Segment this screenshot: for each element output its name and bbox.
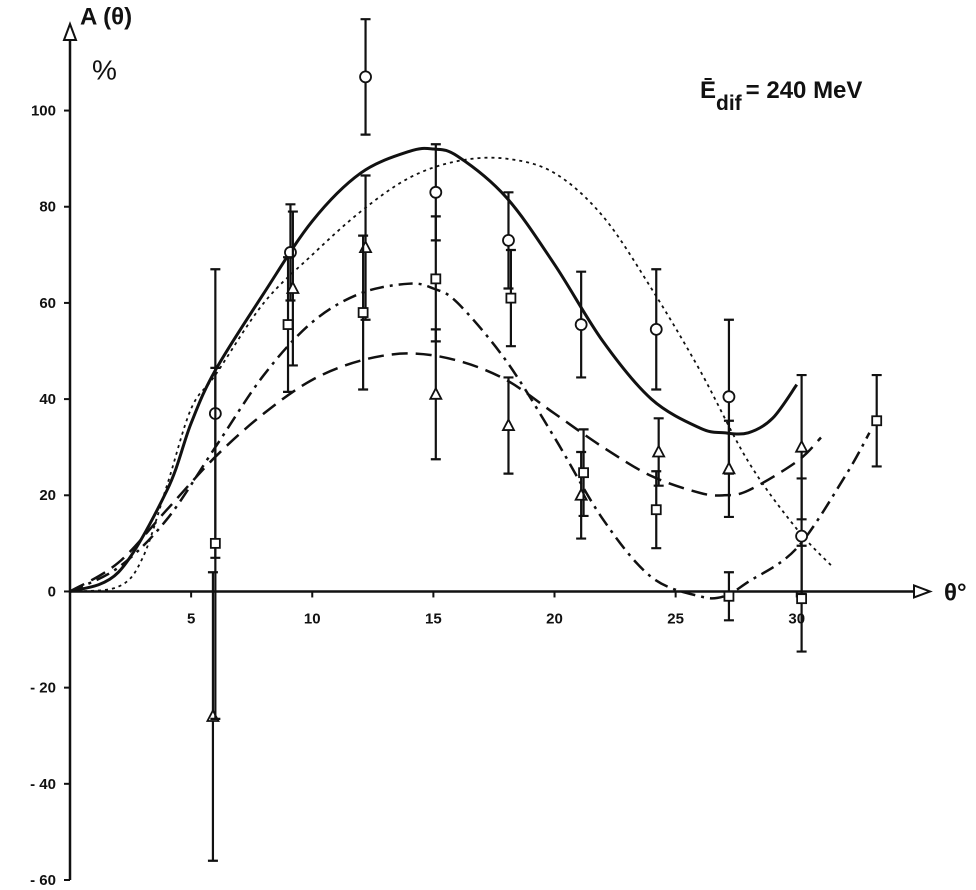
point-square xyxy=(282,319,294,330)
point-square xyxy=(650,504,662,516)
point-circle xyxy=(429,185,443,199)
point-triangle xyxy=(794,439,809,453)
x-tick-label: 10 xyxy=(304,610,321,627)
y-tick-label: 40 xyxy=(39,391,56,408)
point-square xyxy=(357,307,369,318)
y-tick-label: - 60 xyxy=(30,872,56,889)
y-tick-label: 60 xyxy=(39,295,56,312)
annotation-rest: = 240 MeV xyxy=(746,77,863,104)
point-square xyxy=(505,292,517,304)
point-triangle xyxy=(721,460,736,475)
point-square xyxy=(209,537,221,549)
point-square xyxy=(578,467,589,479)
point-triangle xyxy=(651,444,666,458)
point-triangle xyxy=(428,386,443,400)
y-axis-unit: % xyxy=(92,54,117,85)
point-square xyxy=(871,415,883,427)
curve-dashed xyxy=(69,352,822,593)
point-circle xyxy=(795,529,809,543)
point-circle xyxy=(359,70,372,84)
point-square xyxy=(796,593,808,605)
x-axis-label: θ° xyxy=(944,579,967,606)
point-triangle xyxy=(501,417,516,431)
curve-dotted xyxy=(69,156,834,593)
y-tick-label: 0 xyxy=(48,583,56,600)
point-circle xyxy=(502,234,515,247)
annotation-main: Ē xyxy=(700,77,716,104)
x-axis-arrow xyxy=(913,584,933,599)
y-tick-label: 100 xyxy=(31,103,56,120)
y-axis-arrow xyxy=(62,21,78,41)
point-circle xyxy=(722,390,736,404)
y-tick-label: - 20 xyxy=(30,680,56,697)
curve-dash-dot xyxy=(69,282,871,600)
point-triangle xyxy=(358,239,373,254)
point-circle xyxy=(649,322,663,336)
y-tick-label: - 40 xyxy=(30,776,56,793)
curve-solid xyxy=(69,146,798,593)
point-square xyxy=(430,273,442,285)
y-tick-label: 80 xyxy=(39,199,56,216)
point-square xyxy=(723,590,735,602)
x-tick-label: 20 xyxy=(546,610,563,627)
point-circle xyxy=(574,318,588,331)
point-triangle xyxy=(285,280,300,294)
x-tick-label: 5 xyxy=(187,610,195,627)
x-tick-label: 15 xyxy=(425,610,442,627)
y-tick-label: 20 xyxy=(39,487,56,504)
y-axis-label: A (θ) xyxy=(80,3,132,30)
annotation: Ēdif = 240 MeV xyxy=(700,77,862,114)
annotation-sub: dif xyxy=(716,92,743,115)
x-tick-label: 25 xyxy=(667,610,684,627)
